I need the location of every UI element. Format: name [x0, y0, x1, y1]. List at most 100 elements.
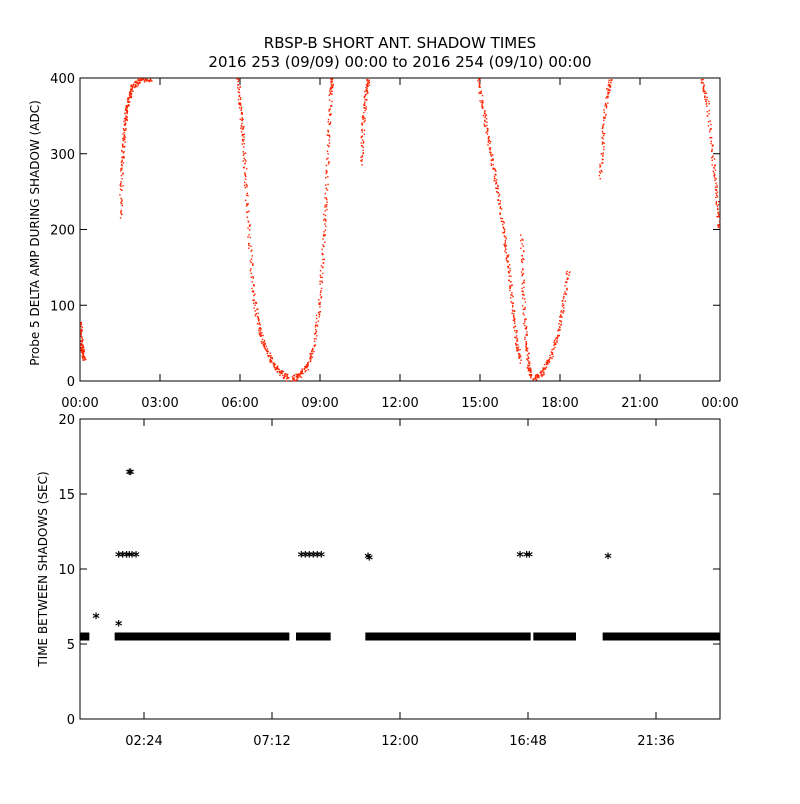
top-plot-point — [324, 210, 326, 212]
top-plot-point — [499, 212, 501, 214]
top-plot-point — [240, 106, 243, 108]
top-plot-point — [485, 114, 487, 116]
top-plot-point — [80, 344, 82, 347]
top-plot-point — [82, 357, 84, 360]
top-plot-point — [122, 137, 124, 140]
top-plot-point — [316, 325, 319, 327]
top-plot-point — [706, 105, 708, 107]
top-plot-point — [702, 82, 704, 84]
top-plot-point — [243, 142, 245, 145]
top-plot-point — [132, 84, 135, 86]
top-plot-point — [524, 321, 526, 323]
top-plot-point — [562, 297, 565, 299]
top-plot-point — [566, 270, 568, 273]
top-plot-point — [362, 116, 364, 118]
top-plot-points — [80, 78, 721, 382]
top-plot-point — [715, 196, 717, 199]
top-plot-point — [148, 80, 150, 82]
top-plot-point — [491, 154, 494, 156]
top-plot-point — [259, 334, 262, 336]
bottom-plot-y-label: TIME BETWEEN SHADOWS (SEC) — [36, 471, 50, 667]
top-plot-point — [503, 235, 506, 237]
top-plot-point — [563, 293, 565, 295]
top-plot-point — [561, 305, 564, 307]
top-plot-point — [130, 84, 133, 86]
bottom-plot-baseline-run — [80, 632, 90, 641]
bottom-plot-points: * ********* ****** ** * ** * — [80, 467, 720, 641]
top-plot-point — [507, 266, 509, 268]
top-plot-point — [524, 301, 527, 303]
top-plot-point — [134, 81, 136, 83]
top-plot-point — [526, 354, 529, 356]
top-plot-point — [330, 88, 332, 90]
top-plot-point — [260, 329, 262, 331]
top-plot-point — [122, 162, 125, 164]
top-plot-point — [326, 201, 328, 203]
top-plot-point — [130, 89, 132, 91]
top-plot-point — [120, 200, 123, 203]
top-plot-point — [361, 131, 363, 133]
top-plot-point — [714, 179, 716, 181]
top-plot-point — [599, 165, 602, 167]
top-plot-point — [368, 81, 371, 84]
top-plot-point — [516, 340, 519, 342]
top-plot-point — [599, 172, 602, 174]
top-plot-point — [122, 173, 124, 175]
top-plot-point — [367, 85, 369, 87]
top-plot-point — [241, 133, 244, 136]
top-plot-point — [363, 95, 366, 98]
top-plot-point — [525, 326, 528, 328]
top-plot-point — [479, 100, 481, 102]
top-plot-point — [363, 133, 366, 136]
top-plot-point — [509, 286, 511, 288]
top-plot-point — [516, 330, 518, 333]
top-plot-point — [718, 226, 720, 228]
top-plot-point — [80, 343, 83, 345]
top-plot-point — [80, 321, 83, 324]
top-plot-point — [557, 335, 560, 337]
top-plot-point — [602, 125, 604, 128]
top-plot-point — [288, 377, 290, 379]
top-plot-point — [120, 212, 122, 214]
top-plot-point — [532, 379, 535, 381]
top-plot-point — [530, 375, 532, 378]
top-plot-point — [546, 359, 548, 362]
top-plot-point — [523, 319, 526, 321]
top-plot-point — [546, 361, 548, 363]
top-plot-point — [503, 231, 505, 234]
top-plot-point — [123, 136, 125, 138]
top-plot-point — [487, 130, 489, 132]
top-plot-point — [323, 231, 325, 233]
top-plot-point — [124, 138, 126, 140]
top-plot-y-axis: 0 100 200 300 400 — [50, 72, 720, 390]
top-plot-point — [239, 103, 242, 105]
top-plot-point — [246, 192, 249, 195]
top-plot-point — [526, 367, 529, 369]
top-plot-point — [325, 198, 328, 201]
top-plot-point — [248, 244, 250, 247]
top-plot-point — [478, 85, 480, 88]
top-plot-point — [541, 373, 543, 376]
top-plot-point — [566, 287, 568, 290]
top-plot-point — [329, 136, 331, 138]
top-plot-point — [139, 82, 141, 84]
top-plot-point — [248, 210, 250, 213]
top-plot-point — [547, 363, 549, 365]
top-plot-point — [143, 81, 146, 83]
top-plot-point — [707, 125, 710, 127]
top-plot-point — [482, 101, 484, 104]
top-plot-point — [260, 334, 263, 337]
top-plot-point — [564, 291, 566, 293]
top-plot-point — [328, 123, 330, 126]
top-plot-point — [361, 122, 363, 124]
top-plot-point — [293, 378, 295, 381]
top-plot-point — [363, 116, 365, 119]
top-plot-point — [608, 79, 610, 81]
top-plot-point — [320, 287, 323, 290]
top-plot-point — [326, 189, 329, 191]
top-plot-point — [560, 309, 563, 312]
top-plot-point — [239, 104, 241, 106]
top-plot-point — [122, 127, 125, 130]
top-plot-point — [313, 345, 316, 348]
top-plot-point — [523, 279, 525, 282]
